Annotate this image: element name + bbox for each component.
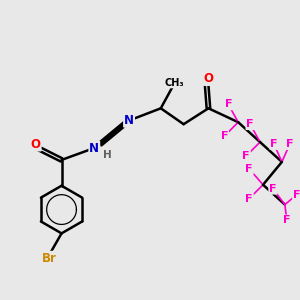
Text: F: F [245, 164, 253, 174]
Text: F: F [224, 99, 232, 109]
Text: F: F [245, 194, 253, 204]
Text: N: N [124, 114, 134, 127]
Text: N: N [89, 142, 99, 154]
Text: F: F [242, 151, 250, 161]
Text: O: O [203, 72, 213, 85]
Text: F: F [220, 131, 228, 141]
Text: F: F [246, 119, 254, 129]
Text: F: F [293, 190, 300, 200]
Text: F: F [283, 215, 291, 226]
Text: CH₃: CH₃ [165, 77, 184, 88]
Text: F: F [269, 184, 277, 194]
Text: F: F [270, 139, 278, 149]
Text: F: F [286, 139, 294, 149]
Text: O: O [31, 137, 41, 151]
Text: H: H [103, 150, 112, 160]
Text: Br: Br [42, 252, 57, 265]
